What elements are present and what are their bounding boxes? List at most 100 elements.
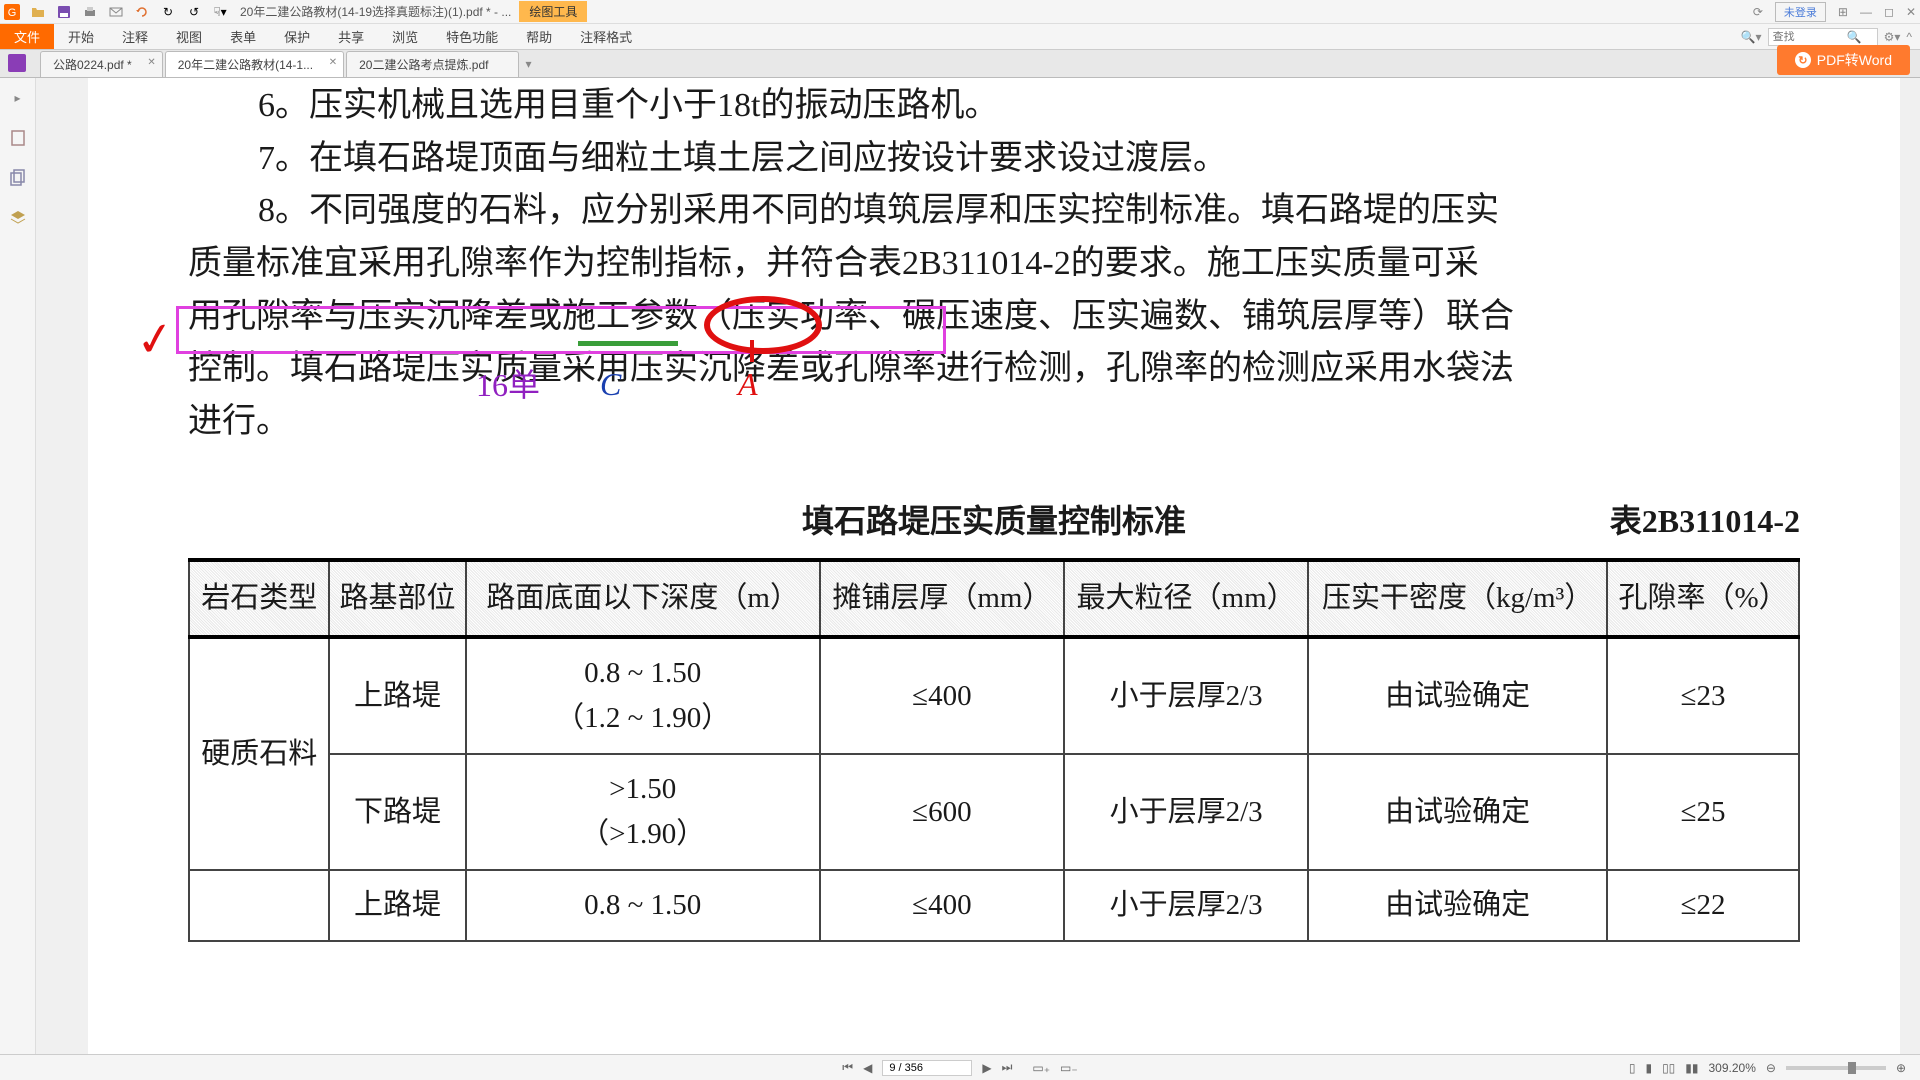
search-toggle-icon[interactable]: 🔍▾ <box>1741 30 1762 44</box>
email-icon[interactable] <box>108 4 124 20</box>
th-thick: 摊铺层厚（mm） <box>820 560 1064 637</box>
text-post: ，孔隙率的检测应采用水袋法 <box>1072 350 1514 387</box>
td: ≤25 <box>1607 754 1799 870</box>
tab-2[interactable]: 20二建公路考点提炼.pdf <box>346 51 519 77</box>
next-page-icon[interactable]: ▶ <box>982 1061 991 1075</box>
view-cont-facing-icon[interactable]: ▮▮ <box>1685 1061 1698 1075</box>
tick-annotation[interactable] <box>750 340 754 362</box>
search-box[interactable]: 🔍 <box>1768 28 1878 46</box>
view-single-icon[interactable]: ▯ <box>1629 1061 1636 1075</box>
text-annotation-c[interactable]: C <box>600 360 621 410</box>
view-facing-icon[interactable]: ▯▯ <box>1662 1061 1675 1075</box>
para-8e: 进行。 <box>188 396 1800 449</box>
menu-features[interactable]: 特色功能 <box>432 23 512 50</box>
text-annotation-16[interactable]: 16单 <box>476 361 540 411</box>
copy-icon[interactable] <box>8 168 28 188</box>
menu-view[interactable]: 视图 <box>162 23 216 50</box>
tab-overflow-icon[interactable]: ▾ <box>525 57 531 71</box>
collapse-ribbon-icon[interactable]: ^ <box>1906 30 1912 44</box>
view-continuous-icon[interactable]: ▮ <box>1645 1061 1652 1075</box>
bookmark-add-icon[interactable]: ▭₊ <box>1032 1061 1050 1075</box>
zoom-in-icon[interactable]: ⊕ <box>1896 1061 1906 1075</box>
search-icon[interactable]: 🔍 <box>1847 30 1862 44</box>
minimize-icon[interactable]: — <box>1860 5 1872 19</box>
document-viewport[interactable]: 💡 6。压实机械且选用目重个小于18t的振动压路机。 7。在填石路堤顶面与细粒土… <box>36 78 1920 1054</box>
text-pre: 控制。 <box>188 350 290 387</box>
contextual-tab[interactable]: 绘图工具 <box>519 1 587 22</box>
table-code: 表2B311014-2 <box>1610 497 1800 547</box>
print-icon[interactable] <box>82 4 98 20</box>
redo-icon[interactable]: ↻ <box>160 4 176 20</box>
page-input[interactable] <box>882 1060 972 1076</box>
settings-dropdown-icon[interactable]: ⚙▾ <box>1884 30 1901 44</box>
open-icon[interactable] <box>30 4 46 20</box>
tab-label: 20年二建公路教材(14-1... <box>178 58 313 72</box>
menu-protect[interactable]: 保护 <box>270 23 324 50</box>
zoom-slider[interactable] <box>1786 1066 1886 1070</box>
td: ≤400 <box>820 870 1064 941</box>
menu-annotate[interactable]: 注释 <box>108 23 162 50</box>
th-density: 压实干密度（kg/m³） <box>1308 560 1607 637</box>
search-input[interactable] <box>1773 31 1847 43</box>
ellipse-annotation[interactable] <box>704 296 822 354</box>
left-sidebar: ▸ <box>0 78 36 1054</box>
data-table: 岩石类型 路基部位 路面底面以下深度（m） 摊铺层厚（mm） 最大粒径（mm） … <box>188 558 1800 942</box>
menu-start[interactable]: 开始 <box>54 23 108 50</box>
save-icon[interactable] <box>56 4 72 20</box>
app-icon: G <box>4 4 20 20</box>
login-button[interactable]: 未登录 <box>1775 2 1826 22</box>
underline-annotation[interactable] <box>578 341 678 346</box>
clipboard-icon[interactable] <box>8 128 28 148</box>
close-window-icon[interactable]: ✕ <box>1906 5 1916 19</box>
td: 小于层厚2/3 <box>1064 754 1308 870</box>
td: 上路堤 <box>329 637 465 754</box>
status-bar: ⏮ ◀ ▶ ⏭ ▭₊ ▭₋ ▯ ▮ ▯▯ ▮▮ 309.20% ⊖ ⊕ <box>0 1054 1920 1080</box>
td: ≤23 <box>1607 637 1799 754</box>
th-depth: 路面底面以下深度（m） <box>466 560 820 637</box>
prev-page-icon[interactable]: ◀ <box>863 1061 872 1075</box>
apps-icon[interactable]: ⊞ <box>1838 5 1848 19</box>
bookmark-remove-icon[interactable]: ▭₋ <box>1060 1061 1078 1075</box>
menu-help[interactable]: 帮助 <box>512 23 566 50</box>
menu-form[interactable]: 表单 <box>216 23 270 50</box>
td: ≤400 <box>820 637 1064 754</box>
tab-0[interactable]: 公路0224.pdf * ✕ <box>40 51 163 77</box>
convert-label: PDF转Word <box>1817 50 1892 70</box>
convert-button[interactable]: ↻PDF转Word <box>1777 45 1910 75</box>
file-menu[interactable]: 文件 <box>0 24 54 49</box>
close-icon[interactable]: ✕ <box>147 57 155 68</box>
last-page-icon[interactable]: ⏭ <box>1002 1060 1013 1075</box>
menu-browse[interactable]: 浏览 <box>378 23 432 50</box>
rectangle-annotation[interactable] <box>176 306 946 354</box>
first-page-icon[interactable]: ⏮ <box>842 1060 853 1075</box>
undo-icon[interactable] <box>134 4 150 20</box>
close-icon[interactable]: ✕ <box>329 57 337 68</box>
td: 上路堤 <box>329 870 465 941</box>
document-title: 20年二建公路教材(14-19选择真题标注)(1).pdf * - ... <box>240 3 511 20</box>
para-8b: 质量标准宜采用孔隙率作为控制指标，并符合表2B311014-2的要求。施工压实质… <box>188 238 1800 291</box>
tab-1[interactable]: 20年二建公路教材(14-1... ✕ <box>165 51 344 77</box>
maximize-icon[interactable]: ◻ <box>1884 5 1894 19</box>
td: 小于层厚2/3 <box>1064 870 1308 941</box>
hand-icon[interactable]: ☟▾ <box>212 4 228 20</box>
td: 0.8 ~ 1.50 <box>466 870 820 941</box>
layers-icon[interactable] <box>8 208 28 228</box>
boxed-text: 填石路堤压实质量采用压实沉降差或孔隙率进行检测 <box>290 350 1072 387</box>
sync-icon[interactable]: ⟳ <box>1753 5 1763 19</box>
menu-share[interactable]: 共享 <box>324 23 378 50</box>
td: ≤22 <box>1607 870 1799 941</box>
expand-icon[interactable]: ▸ <box>8 88 28 108</box>
checkmark-annotation[interactable]: ✓ <box>131 302 179 378</box>
td: ≤600 <box>820 754 1064 870</box>
td: 小于层厚2/3 <box>1064 637 1308 754</box>
para-8a: 8。不同强度的石料，应分别采用不同的填筑层厚和压实控制标准。填石路堤的压实 <box>258 185 1800 238</box>
td <box>189 870 329 941</box>
pdf-page: 6。压实机械且选用目重个小于18t的振动压路机。 7。在填石路堤顶面与细粒土填土… <box>88 78 1900 1054</box>
redo2-icon[interactable]: ↺ <box>186 4 202 20</box>
zoom-out-icon[interactable]: ⊖ <box>1766 1061 1776 1075</box>
text-annotation-a[interactable]: A <box>738 360 758 410</box>
para-6: 6。压实机械且选用目重个小于18t的振动压路机。 <box>258 80 1800 133</box>
menu-annot-format[interactable]: 注释格式 <box>566 23 646 50</box>
tab-label: 公路0224.pdf * <box>53 58 132 72</box>
th-grain: 最大粒径（mm） <box>1064 560 1308 637</box>
